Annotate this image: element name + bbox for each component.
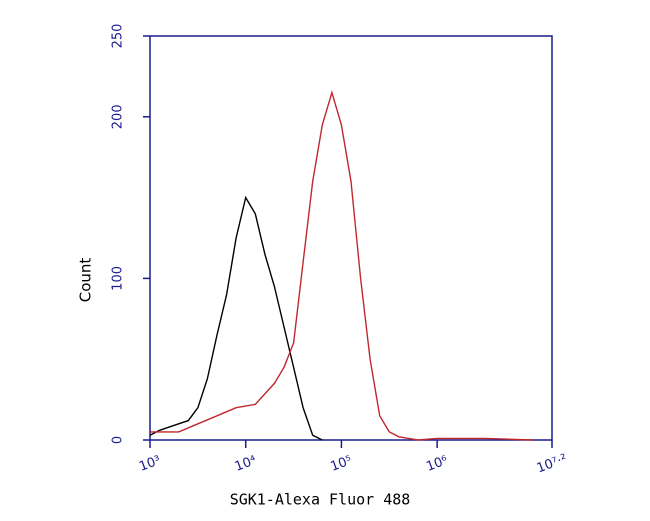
x-tick-label: 10³ <box>137 453 163 475</box>
plot-frame <box>149 35 553 441</box>
y-axis-label: Count <box>77 258 95 303</box>
y-tick-label: 200 <box>111 104 126 129</box>
x-tick-label: 10⁷·² <box>535 452 569 477</box>
histogram-line <box>149 195 323 441</box>
y-tick-label: 250 <box>111 24 126 49</box>
y-tick-label: 0 <box>111 436 126 444</box>
x-tick-label: 10⁵ <box>329 453 355 475</box>
x-tick-label: 10⁶ <box>424 453 450 475</box>
x-axis-label: SGK1-Alexa Fluor 488 <box>230 491 411 509</box>
y-tick-label: 100 <box>111 266 126 291</box>
x-tick-label: 10⁴ <box>233 453 259 475</box>
histogram-line <box>150 90 533 441</box>
